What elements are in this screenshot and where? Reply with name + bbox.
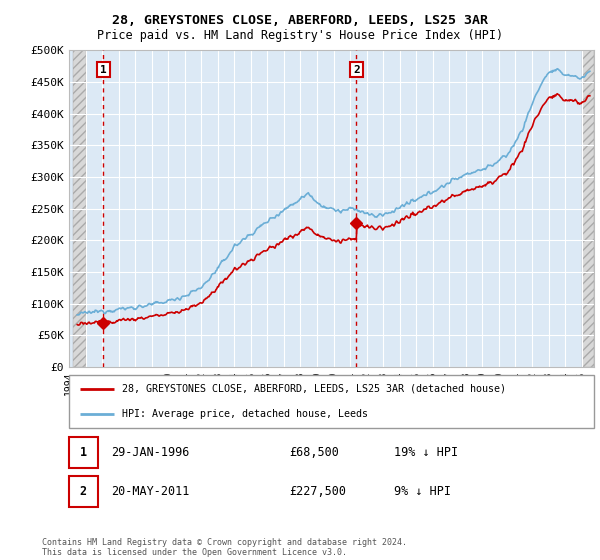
Text: 2: 2 <box>80 485 87 498</box>
Bar <box>581 50 594 367</box>
Text: £227,500: £227,500 <box>290 485 347 498</box>
Bar <box>581 50 594 367</box>
Text: 1: 1 <box>100 64 107 74</box>
Bar <box>69 437 98 468</box>
Text: 28, GREYSTONES CLOSE, ABERFORD, LEEDS, LS25 3AR (detached house): 28, GREYSTONES CLOSE, ABERFORD, LEEDS, L… <box>121 384 505 394</box>
Text: HPI: Average price, detached house, Leeds: HPI: Average price, detached house, Leed… <box>121 408 367 418</box>
Bar <box>73 50 86 367</box>
Text: 29-JAN-1996: 29-JAN-1996 <box>111 446 190 459</box>
Bar <box>69 476 98 507</box>
Text: £68,500: £68,500 <box>290 446 340 459</box>
Text: 9% ↓ HPI: 9% ↓ HPI <box>395 485 452 498</box>
Text: 19% ↓ HPI: 19% ↓ HPI <box>395 446 458 459</box>
Text: 2: 2 <box>353 64 360 74</box>
Text: Contains HM Land Registry data © Crown copyright and database right 2024.
This d: Contains HM Land Registry data © Crown c… <box>42 538 407 557</box>
Text: 28, GREYSTONES CLOSE, ABERFORD, LEEDS, LS25 3AR: 28, GREYSTONES CLOSE, ABERFORD, LEEDS, L… <box>112 14 488 27</box>
Text: Price paid vs. HM Land Registry's House Price Index (HPI): Price paid vs. HM Land Registry's House … <box>97 29 503 42</box>
Bar <box>73 50 86 367</box>
Text: 20-MAY-2011: 20-MAY-2011 <box>111 485 190 498</box>
Text: 1: 1 <box>80 446 87 459</box>
